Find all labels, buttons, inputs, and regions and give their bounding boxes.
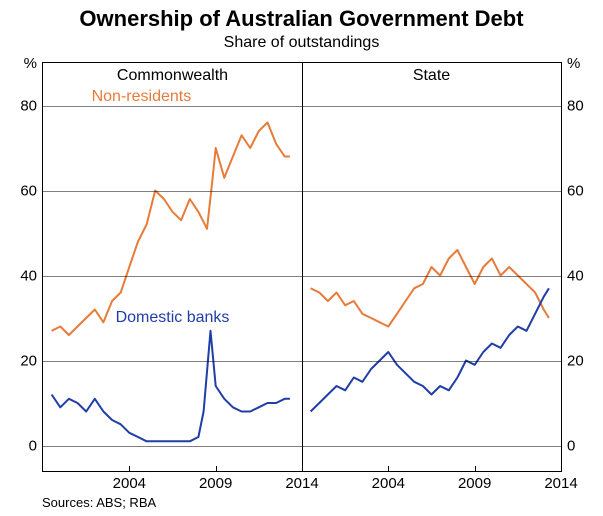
y-tick-label-left: 40	[3, 267, 37, 284]
y-tick-label-right: 0	[567, 437, 601, 454]
y-unit-left: %	[3, 55, 37, 72]
chart-subtitle: Share of outstandings	[0, 34, 603, 52]
gridline	[43, 361, 561, 362]
x-tick	[216, 466, 217, 472]
x-tick	[129, 466, 130, 472]
gridline	[43, 446, 561, 447]
x-tick	[475, 466, 476, 472]
chart-svg	[43, 63, 561, 471]
y-tick-label-left: 0	[3, 437, 37, 454]
panel-title: State	[302, 67, 561, 85]
y-tick-label-left: 60	[3, 182, 37, 199]
x-tick-label: 2014	[285, 475, 318, 492]
series-line-non-residents	[52, 123, 290, 336]
y-tick-label-right: 40	[567, 267, 601, 284]
sources-text: Sources: ABS; RBA	[42, 495, 156, 510]
x-tick-label: 2009	[458, 475, 491, 492]
y-tick-label-right: 80	[567, 97, 601, 114]
gridline	[43, 276, 561, 277]
series-label: Non-residents	[92, 88, 192, 106]
series-label: Domestic banks	[116, 309, 230, 327]
x-tick-label: 2004	[372, 475, 405, 492]
x-tick	[302, 466, 303, 472]
gridline	[43, 191, 561, 192]
x-tick-label: 2009	[199, 475, 232, 492]
series-line-non-residents	[311, 250, 549, 327]
x-tick-label: 2014	[544, 475, 577, 492]
y-tick-label-right: 60	[567, 182, 601, 199]
chart-container: Ownership of Australian Government Debt …	[0, 0, 603, 516]
series-line-domestic-banks	[311, 288, 549, 411]
panel-title: Commonwealth	[43, 67, 302, 85]
y-tick-label-left: 20	[3, 352, 37, 369]
plot-area: % % 002020404060608080Commonwealth200420…	[42, 62, 562, 472]
y-unit-right: %	[567, 55, 601, 72]
x-tick	[388, 466, 389, 472]
y-tick-label-right: 20	[567, 352, 601, 369]
x-tick	[561, 466, 562, 472]
chart-title: Ownership of Australian Government Debt	[0, 0, 603, 32]
series-line-domestic-banks	[52, 331, 290, 442]
x-tick-label: 2004	[113, 475, 146, 492]
y-tick-label-left: 80	[3, 97, 37, 114]
